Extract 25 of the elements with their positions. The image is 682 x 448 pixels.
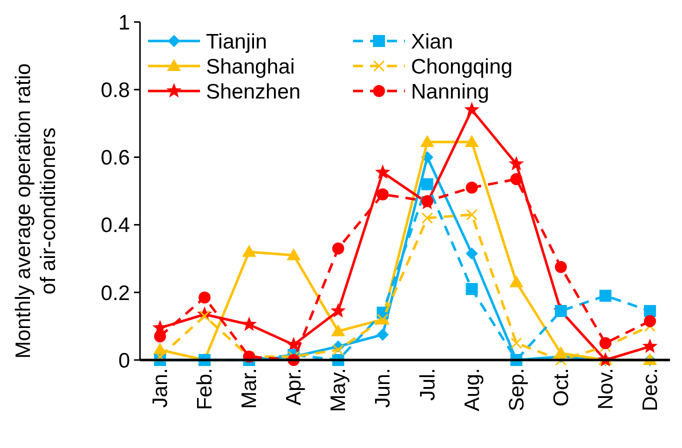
- legend-label: Shanghai: [206, 55, 295, 78]
- y-tick-label: 0.2: [100, 282, 130, 305]
- y-tick-label: 0.8: [100, 78, 130, 102]
- x-tick-label: Feb.: [194, 368, 217, 410]
- x-tick-label: Sep.: [505, 368, 528, 412]
- legend-label: Nanning: [411, 80, 490, 104]
- x-tick-label: May.: [327, 368, 350, 412]
- y-axis-title: Monthly average operation ratio of air-conditioners: [12, 63, 60, 359]
- legend-label: Chongqing: [411, 55, 513, 78]
- y-tick-label: 0: [118, 349, 130, 372]
- x-tick-label: Jan.: [149, 368, 172, 408]
- y-tick-label: 1: [118, 11, 130, 34]
- y-tick-label: 0.6: [100, 146, 130, 170]
- x-tick-label: Dec.: [638, 368, 662, 412]
- x-tick-label: Jul.: [416, 368, 440, 401]
- legend-label: Shenzhen: [206, 80, 301, 104]
- legend-label: Xian: [411, 30, 454, 54]
- x-tick-label: Jun.: [372, 368, 395, 408]
- x-tick-label: Nov.: [594, 368, 618, 410]
- legend-label: Tianjin: [206, 30, 268, 54]
- x-tick-label: Aug.: [460, 368, 484, 412]
- x-tick-label: Apr.: [282, 368, 306, 406]
- x-tick-label: Mar.: [238, 368, 262, 409]
- x-tick-label: Oct.: [550, 368, 573, 407]
- y-tick-label: 0.4: [100, 214, 130, 238]
